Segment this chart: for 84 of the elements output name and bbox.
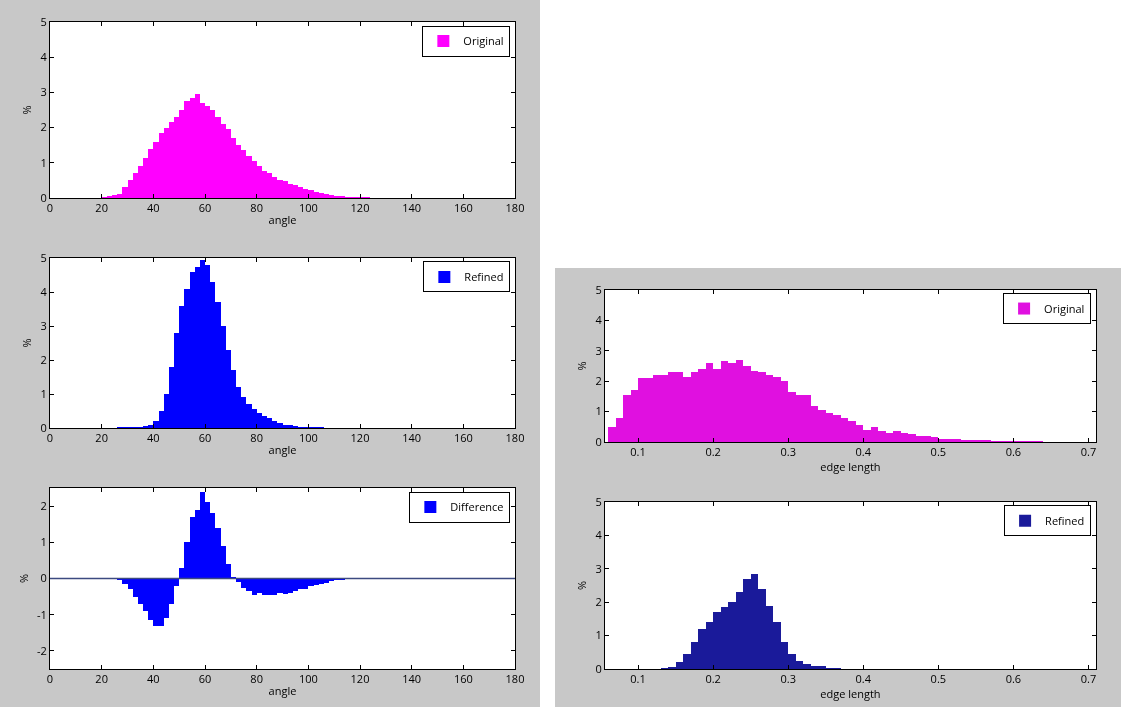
y-tick-label: 2 <box>595 594 602 610</box>
x-tick-label: 40 <box>147 430 160 446</box>
x-tick-label: 0.3 <box>780 444 796 460</box>
y-tick-label: 1 <box>40 534 47 550</box>
y-tick-label: -2 <box>36 642 47 658</box>
x-tick-label: 0.4 <box>855 444 872 460</box>
x-tick-label: 0.1 <box>630 671 646 687</box>
x-tick-label: 140 <box>402 671 422 687</box>
y-tick-label: 3 <box>40 317 47 333</box>
y-tick-label: 0 <box>40 570 47 586</box>
x-axis-title: angle <box>268 683 297 699</box>
y-tick-label: 2 <box>40 119 47 135</box>
y-tick-label: 5 <box>40 13 47 29</box>
x-axis-title: edge length <box>820 686 881 702</box>
y-tick-label: -1 <box>36 606 47 622</box>
x-tick-label: 120 <box>350 671 370 687</box>
x-tick-label: 180 <box>505 200 525 216</box>
x-tick-label: 40 <box>147 200 160 216</box>
y-tick-label: 5 <box>595 493 602 509</box>
x-tick-label: 40 <box>147 671 160 687</box>
x-tick-label: 0.3 <box>780 671 796 687</box>
x-tick-label: 180 <box>505 430 525 446</box>
x-tick-label: 20 <box>95 430 108 446</box>
x-axis-title: edge length <box>820 459 881 475</box>
y-tick-label: 1 <box>595 403 602 419</box>
x-tick-label: 20 <box>95 671 108 687</box>
x-tick-label: 180 <box>505 671 525 687</box>
legend-label: Difference <box>450 499 504 515</box>
x-tick-label: 140 <box>402 200 422 216</box>
x-tick-label: 60 <box>198 430 212 446</box>
x-tick-label: 0.5 <box>930 444 947 460</box>
y-tick-label: 4 <box>595 527 603 543</box>
y-tick-label: 4 <box>595 312 603 328</box>
y-axis-title: % <box>19 338 35 348</box>
y-axis-title: % <box>19 105 35 115</box>
x-tick-label: 20 <box>95 200 108 216</box>
legend-label: Original <box>463 33 504 49</box>
y-axis-title: % <box>15 573 31 584</box>
y-tick-label: 3 <box>595 342 602 358</box>
x-tick-label: 80 <box>250 671 263 687</box>
y-tick-label: 1 <box>40 154 47 170</box>
y-tick-label: 5 <box>40 249 47 265</box>
x-tick-label: 80 <box>250 200 263 216</box>
x-tick-label: 0.2 <box>705 444 721 460</box>
y-tick-label: 2 <box>595 373 602 389</box>
x-tick-label: 0.6 <box>1005 444 1022 460</box>
x-tick-label: 0.7 <box>1080 671 1097 687</box>
x-tick-label: 100 <box>298 671 318 687</box>
x-tick-label: 160 <box>453 430 473 446</box>
legend-label: Original <box>1044 300 1085 316</box>
y-tick-label: 1 <box>595 627 602 643</box>
x-tick-label: 140 <box>402 430 422 446</box>
y-tick-label: 2 <box>40 497 47 513</box>
x-tick-label: 120 <box>350 200 370 216</box>
y-tick-label: 3 <box>40 84 47 100</box>
legend-label: Refined <box>1045 513 1085 529</box>
y-tick-label: 4 <box>40 283 48 299</box>
x-tick-label: 120 <box>350 430 370 446</box>
x-tick-label: 160 <box>453 671 473 687</box>
x-tick-label: 100 <box>298 430 318 446</box>
x-axis-title: angle <box>268 212 297 228</box>
legend-label: Refined <box>464 269 504 285</box>
x-tick-label: 0.5 <box>930 671 947 687</box>
x-tick-label: 100 <box>298 200 318 216</box>
y-tick-label: 2 <box>40 351 47 367</box>
y-tick-label: 3 <box>595 560 602 576</box>
x-axis-title: angle <box>268 442 297 458</box>
x-tick-label: 60 <box>198 200 212 216</box>
y-tick-label: 4 <box>40 49 48 65</box>
y-axis-title: % <box>574 361 590 371</box>
x-tick-label: 160 <box>453 200 473 216</box>
y-tick-label: 0 <box>40 419 47 435</box>
x-tick-label: 0.1 <box>630 444 646 460</box>
x-tick-label: 80 <box>250 430 263 446</box>
x-tick-label: 0.2 <box>705 671 721 687</box>
x-tick-label: 0.7 <box>1080 444 1097 460</box>
x-tick-label: 0.4 <box>855 671 872 687</box>
y-axis-title: % <box>574 580 590 591</box>
y-tick-label: 0 <box>40 189 47 205</box>
y-tick-label: 0 <box>595 660 602 676</box>
y-tick-label: 5 <box>595 281 602 297</box>
x-tick-label: 0.6 <box>1005 671 1022 687</box>
x-tick-label: 60 <box>198 671 212 687</box>
y-tick-label: 1 <box>40 385 47 401</box>
